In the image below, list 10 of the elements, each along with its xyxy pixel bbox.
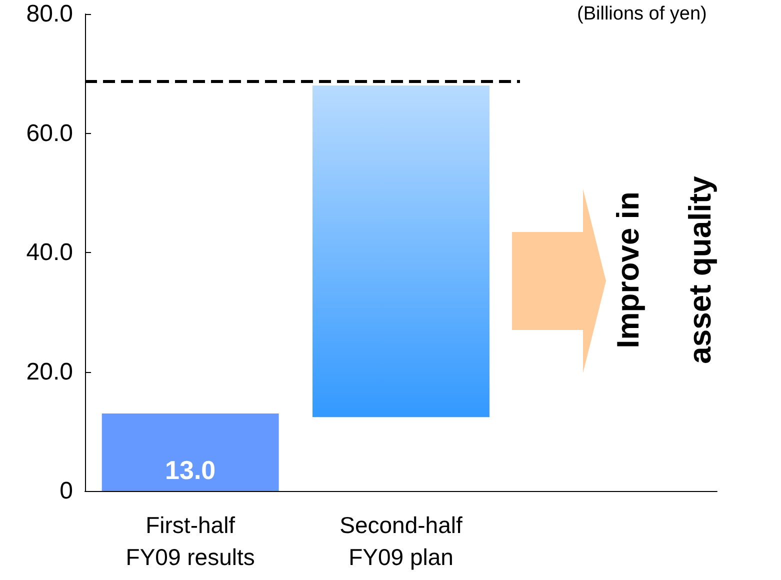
data-label: 13.0 <box>165 455 216 485</box>
y-tick-label: 20.0 <box>26 358 73 386</box>
y-tick-label: 60.0 <box>26 120 73 147</box>
annotation: Improve in asset quality <box>610 175 718 364</box>
y-tick-label: 40.0 <box>26 239 73 266</box>
x-tick-label: First-half FY09 results <box>126 512 255 570</box>
y-tick-label: 0 <box>60 478 73 504</box>
x-tick-label: Second-half FY09 plan <box>340 512 463 570</box>
y-tick-label: 80.0 <box>26 0 73 28</box>
y-axis-title: (Billions of yen) <box>577 4 707 24</box>
